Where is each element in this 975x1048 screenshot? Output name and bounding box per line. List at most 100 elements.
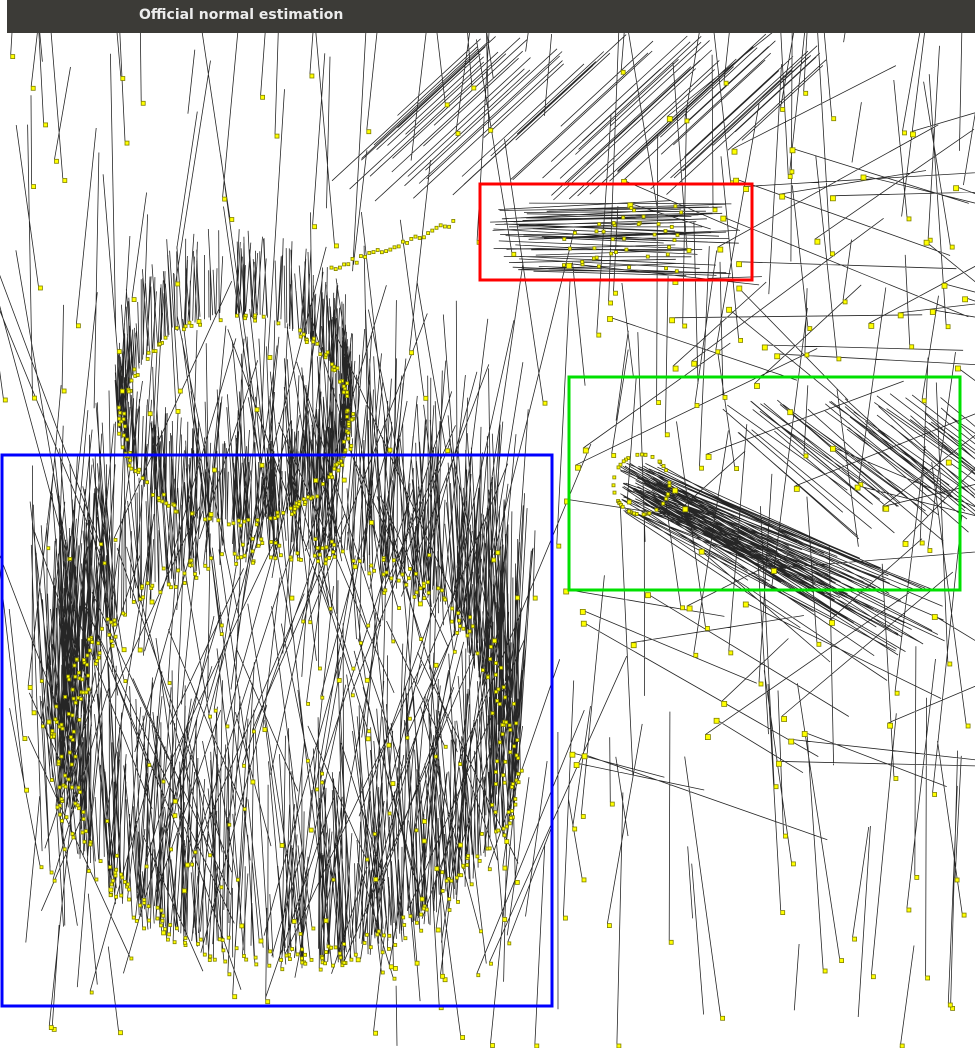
point-marker (458, 762, 463, 766)
point-marker (150, 492, 155, 497)
point-marker (70, 785, 74, 790)
point-marker (355, 957, 361, 963)
point-marker (667, 480, 672, 485)
point-marker (955, 365, 961, 372)
point-marker (238, 523, 243, 528)
point-marker (147, 763, 152, 767)
point-marker (384, 570, 389, 575)
point-marker (580, 259, 585, 264)
point-marker (81, 690, 86, 695)
point-marker (132, 367, 137, 372)
point-marker (212, 957, 217, 962)
point-marker (168, 923, 173, 927)
point-marker (308, 827, 314, 833)
point-marker (161, 913, 166, 918)
point-marker (839, 958, 844, 963)
point-marker (56, 759, 61, 764)
point-marker (303, 961, 308, 966)
point-marker (190, 511, 194, 516)
point-marker (346, 430, 351, 435)
point-marker (71, 835, 76, 840)
point-marker (299, 558, 303, 562)
point-marker (267, 963, 272, 968)
point-marker (614, 250, 618, 255)
title-bar[interactable]: Official normal estimation (7, 0, 975, 33)
point-marker (213, 708, 218, 713)
point-marker (733, 177, 739, 184)
point-marker (313, 537, 318, 542)
point-marker (308, 496, 313, 501)
point-marker (320, 780, 325, 785)
point-marker (234, 946, 239, 951)
point-marker (372, 568, 377, 573)
point-marker (673, 204, 678, 209)
point-marker (117, 405, 121, 410)
point-marker (513, 797, 518, 801)
point-marker (315, 546, 320, 550)
point-marker (364, 932, 369, 937)
point-marker (581, 753, 588, 760)
point-marker (345, 408, 350, 413)
point-cloud-viewport[interactable] (0, 33, 975, 1048)
point-marker (954, 877, 960, 883)
point-marker (594, 255, 599, 260)
point-marker (490, 803, 495, 807)
point-marker (353, 952, 358, 957)
point-marker (332, 368, 337, 373)
point-marker (381, 572, 386, 577)
points-layer (2, 54, 971, 1048)
point-marker (242, 954, 246, 958)
point-marker (699, 465, 704, 471)
point-marker (357, 559, 362, 563)
point-marker (501, 773, 506, 778)
point-marker (774, 353, 781, 360)
point-marker (108, 865, 112, 869)
point-marker (289, 595, 295, 601)
point-marker (181, 327, 186, 332)
point-marker (268, 949, 273, 954)
point-marker (338, 955, 343, 960)
point-marker (664, 266, 668, 271)
point-marker (597, 222, 602, 227)
point-marker (923, 239, 930, 246)
point-marker (73, 674, 78, 679)
point-marker (261, 314, 266, 319)
window-title: Official normal estimation (139, 7, 344, 23)
point-marker (258, 938, 264, 944)
point-marker (664, 496, 668, 501)
point-marker (426, 231, 431, 236)
point-marker (78, 790, 82, 794)
point-marker (490, 711, 495, 716)
point-marker (510, 785, 514, 789)
point-marker (401, 915, 406, 920)
point-marker (174, 326, 179, 330)
point-marker (183, 940, 187, 945)
point-marker (607, 923, 612, 928)
point-marker (318, 352, 323, 357)
point-marker (742, 601, 749, 608)
point-marker (438, 223, 443, 228)
point-marker (502, 865, 508, 871)
point-marker (209, 556, 214, 561)
point-marker (672, 487, 678, 494)
point-marker (400, 239, 405, 244)
point-marker (142, 901, 147, 905)
point-marker (672, 365, 679, 372)
point-marker (705, 453, 712, 460)
point-marker (563, 915, 568, 921)
point-marker (780, 107, 785, 112)
point-marker (947, 1002, 953, 1008)
point-marker (288, 506, 293, 511)
point-marker (387, 811, 392, 816)
point-marker (664, 432, 670, 438)
point-marker (611, 453, 617, 458)
point-marker (309, 958, 314, 962)
point-marker (871, 974, 876, 980)
point-marker (114, 894, 118, 899)
point-marker (315, 341, 320, 346)
point-marker (193, 850, 198, 855)
point-marker (516, 772, 521, 776)
point-marker (443, 744, 448, 749)
point-marker (366, 129, 372, 135)
point-marker (514, 721, 519, 726)
